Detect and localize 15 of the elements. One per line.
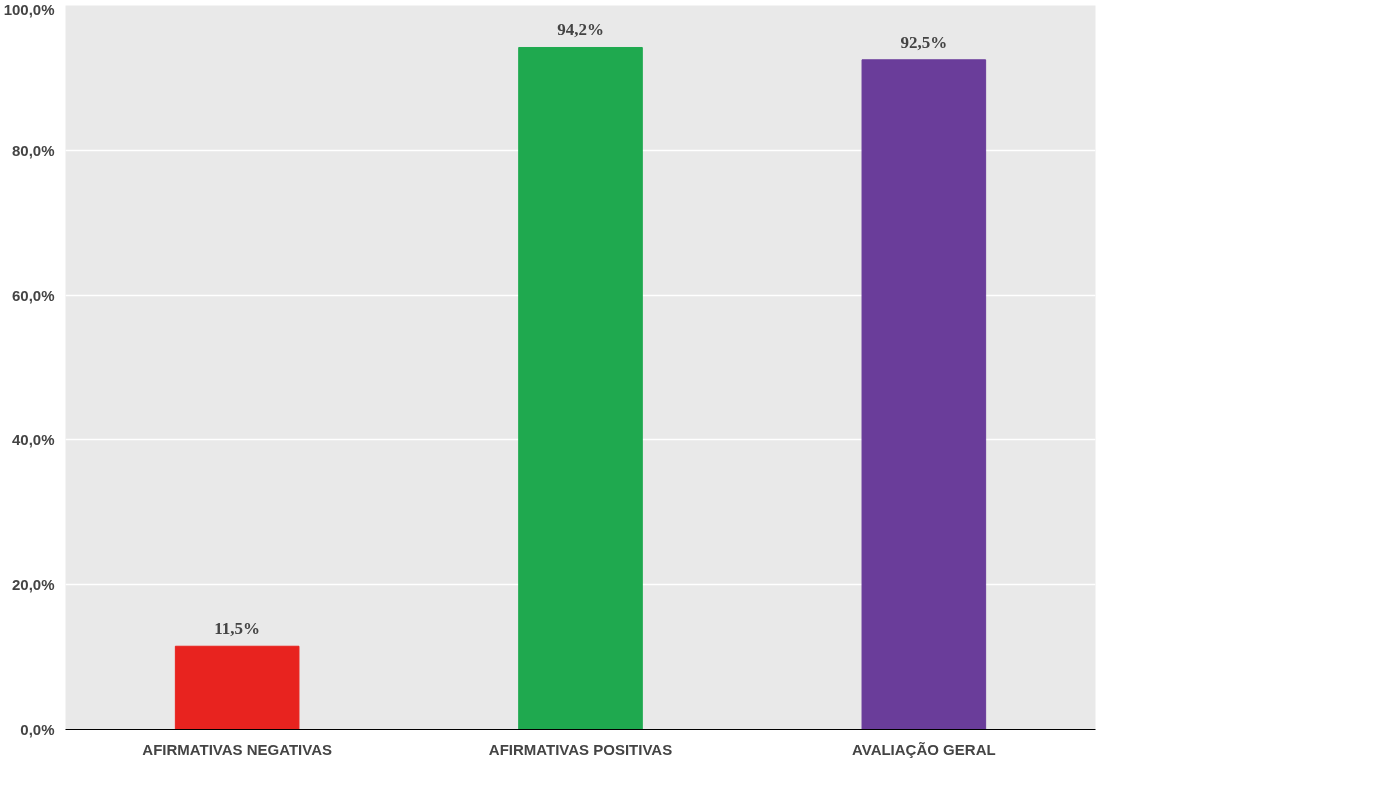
y-tick-label: 100,0% [3,0,55,18]
bar [174,645,300,730]
y-tick-label: 20,0% [11,576,55,594]
x-tick-label: AFIRMATIVAS POSITIVAS [488,740,673,758]
y-tick-label: 0,0% [20,721,55,738]
y-tick-label: 40,0% [11,431,55,449]
x-tick-label: AVALIAÇÃO GERAL [852,740,996,758]
bar [861,59,987,730]
data-label: 11,5% [214,619,261,639]
x-tick-label: AFIRMATIVAS NEGATIVAS [142,740,333,758]
bar [518,46,643,730]
data-label: 92,5% [900,32,948,52]
data-label: 94,2% [557,20,604,40]
y-tick-label: 80,0% [11,141,55,159]
y-tick-label: 60,0% [11,286,55,304]
